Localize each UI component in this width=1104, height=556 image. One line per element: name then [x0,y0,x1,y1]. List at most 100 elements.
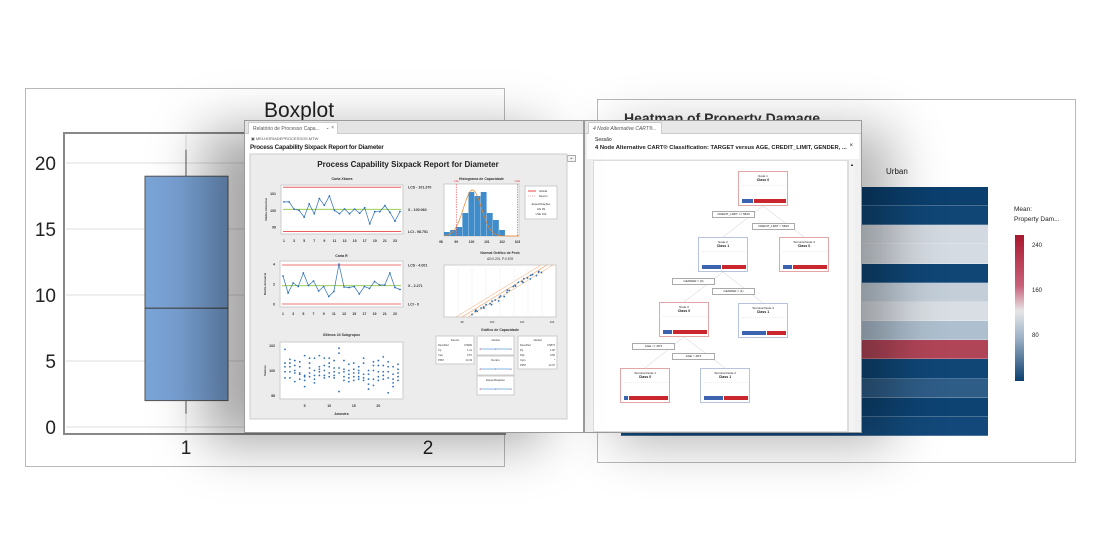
probability-point [540,271,543,274]
x-axis-label: Amostra [334,412,348,416]
y-axis-label: Valores [263,365,267,376]
scroll-up-icon[interactable]: ▲ [850,162,854,167]
interval-tick-icon: + [494,386,497,391]
split-label: CREDIT_LIMIT > 5840 [752,223,795,230]
tree-node[interactable]: Terminal Node 3 Class 1 [738,303,788,338]
sixpack-tab-bar: Relatório de Processo Capa... ⌄ × [245,121,583,134]
last24-point [387,391,390,394]
y-tick-label: 0 [273,303,275,307]
last24-point [357,365,360,368]
stat-name: PPM [438,358,444,362]
cart-tab[interactable]: 4 Node Alternative CART®... [588,122,662,134]
last24-point [289,377,291,379]
last24-point [392,373,394,376]
last24-point [352,372,355,374]
split-label: AGE > 28.5 [672,353,715,360]
probability-point [475,309,477,312]
probability-point [471,313,473,316]
legend-within-label: Dentro [539,194,548,198]
tree-diagram: Node 1 Class 0 Node 2 Class 1 Terminal Node … [593,160,848,432]
last24-point [392,381,394,384]
last24-point [367,378,370,381]
cart-window[interactable]: 4 Node Alternative CART®... Sessão 4 Nod… [584,120,862,433]
last24-point [313,378,316,381]
xbar-point [283,200,285,203]
tree-node[interactable]: Terminal Node 4 Class 0 [779,237,829,272]
class0-bar [722,265,746,269]
node-counts [783,251,827,259]
stat-value: 1.11 [467,348,472,352]
last24-point [387,365,390,368]
xbar-point [363,206,366,209]
last24-point [352,368,355,371]
last24-point [298,372,301,374]
sixpack-window[interactable]: Relatório de Processo Capa... ⌄ × ▣ MELH… [244,120,584,433]
last24-point [313,357,316,360]
probability-line [461,264,548,318]
boxplot-title: Boxplot [264,99,335,122]
x-tick-label: 21 [383,312,387,316]
probability-point [522,277,525,280]
tree-edge [722,271,764,304]
y-tick-label: 2 [273,283,275,287]
last24-point [293,364,296,367]
last24-point [382,364,385,367]
x-tick-label: 7 [313,312,315,316]
x-tick-label: 11 [333,239,337,243]
last24-point [298,360,301,363]
xbar-point [368,222,371,225]
probability-point [537,270,540,273]
tree-connectors [644,205,805,369]
last24-point [392,365,394,368]
split-label: CREDIT_LIMIT <= 5840 [712,211,755,218]
last24-point [338,390,340,393]
histogram-bar [468,192,475,236]
rchart-point [388,272,391,274]
last24-plot-area [279,341,404,400]
tree-node[interactable]: Node 1 Class 0 [738,171,788,206]
overall-stats-box [517,335,558,370]
stat-name: Cp [438,348,442,352]
x-tick-label: 17 [362,312,366,316]
tree-node[interactable]: Node 3 Class 0 [659,302,709,337]
rchart-point [317,290,320,292]
last24-point [333,370,336,373]
class1-bar [783,265,792,269]
node-name: Node 3 [679,305,689,309]
probability-point [517,281,520,284]
interval-box [476,375,515,396]
tree-node[interactable]: Node 2 Class 1 [698,237,748,272]
xbar-point [303,216,306,219]
last24-point [372,378,375,381]
x-tick-label: 13 [342,312,346,316]
x-tick-label: 5 [303,239,305,243]
last24-point [397,372,399,374]
probability-point [531,273,534,276]
last24-point [372,369,375,372]
last24-point [392,378,394,381]
close-icon[interactable]: × [849,143,853,149]
x-tick-label: 1 [282,312,284,316]
tree-node[interactable]: Terminal Node 1 Class 0 [620,368,670,403]
lcl-label: LCI - 98.751 [408,230,428,234]
tree-node[interactable]: Terminal Node 2 Class 1 [700,368,750,403]
sixpack-tab[interactable]: Relatório de Processo Capa... ⌄ × [248,122,338,134]
box [144,175,229,402]
last24-point [284,348,286,351]
probability-point [503,295,506,298]
histogram-title: Histograma de Capacidade [459,177,504,181]
last24-point [323,357,326,360]
y-tick-label: 10 [35,286,56,307]
vertical-scrollbar[interactable]: ▲ [848,160,855,432]
last24-point [328,362,331,364]
xbar-point [343,208,346,210]
last24-point [367,369,370,372]
x-tick-label: 99 [454,240,458,244]
last24-title: Últimos 24 Subgrupos [323,332,360,337]
tab-close-icon[interactable]: ⌄ × [325,125,335,131]
color-scale-bar [1015,235,1024,381]
last24-point [313,381,316,384]
class0-bar [629,396,668,400]
last24-point [303,379,306,382]
interval-box [476,355,515,376]
